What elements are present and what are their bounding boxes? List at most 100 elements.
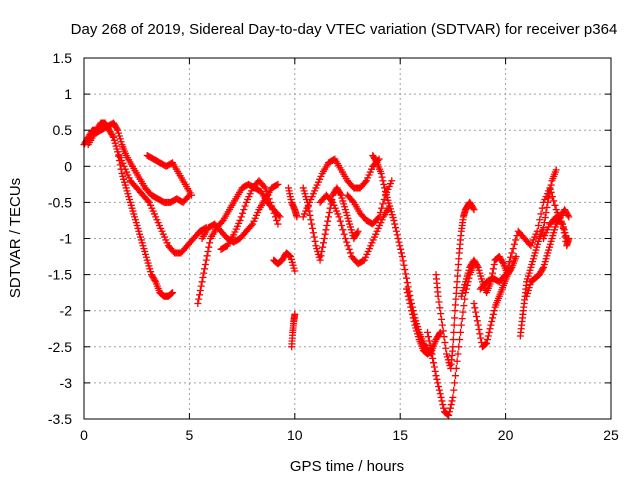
data-points [80,119,573,419]
data-point [275,211,283,219]
y-tick-label: 1 [64,86,72,102]
data-point [482,340,490,348]
data-point [395,238,403,246]
data-point [451,314,459,322]
data-point [512,236,520,244]
data-point [200,269,208,277]
data-point [428,350,436,358]
data-point [440,404,448,412]
data-point [353,229,361,237]
data-point [534,222,542,230]
series-arc7 [217,177,282,253]
data-point [446,404,454,412]
data-point [449,393,457,401]
data-point [345,245,353,253]
data-point [168,289,176,297]
data-point [405,296,413,304]
data-point [424,333,432,341]
data-point [338,222,346,230]
data-point [542,209,550,217]
data-point [306,211,314,219]
series-arc15 [369,151,436,358]
series-arc12 [299,155,383,221]
data-point [336,217,344,225]
data-point [271,213,279,221]
data-point [450,386,458,394]
data-point [424,328,432,336]
data-point [321,230,329,238]
data-point [426,341,434,349]
data-point [456,328,464,336]
data-point [490,307,498,315]
data-point [475,325,483,333]
series-arc18 [432,198,478,372]
data-point [398,253,406,261]
data-point [408,307,416,315]
data-point [547,181,555,189]
data-point [397,249,405,257]
data-point [539,265,547,273]
data-point [450,328,458,336]
y-axis-label: SDTVAR / TECUs [7,178,24,298]
data-point [409,314,417,322]
y-tick-label: 0.5 [53,122,73,138]
data-point [439,327,447,335]
data-point [489,265,497,273]
data-point [273,216,281,224]
data-point [541,214,549,222]
data-point [201,265,209,273]
data-point [508,249,516,257]
data-point [440,333,448,341]
data-point [427,346,435,354]
data-point [399,257,407,265]
data-point [477,334,485,342]
data-point [169,289,177,297]
data-point [433,375,441,383]
data-point [269,206,277,214]
data-point [551,201,559,209]
data-point [340,230,348,238]
data-point [564,211,572,219]
x-axis-label: GPS time / hours [290,458,404,475]
x-tick-label: 15 [392,427,408,443]
data-point [198,278,206,286]
data-point [346,249,354,257]
data-point [470,206,478,214]
data-point [201,260,209,268]
series-arc11 [299,184,362,264]
data-point [270,209,278,217]
series-arc8 [270,249,299,275]
data-point [509,245,517,253]
data-point [449,336,457,344]
data-point [438,315,446,323]
data-point [544,198,552,206]
data-point [325,209,333,217]
series-arc21 [476,184,571,293]
series-arc3 [114,148,210,257]
data-point [377,170,385,178]
data-point [392,224,400,232]
data-point [446,408,454,416]
data-point [447,401,455,409]
data-point [435,330,443,338]
data-point [473,317,481,325]
data-point [286,252,294,260]
data-point [546,185,554,193]
data-point [390,216,398,224]
data-point [341,235,349,242]
data-point [274,180,282,188]
data-point [188,191,196,199]
y-tick-label: -3.5 [48,411,72,427]
data-point [316,256,324,264]
data-point [445,411,453,419]
data-point [374,214,382,222]
data-point [247,222,255,230]
data-point [434,292,442,300]
data-point [327,197,335,205]
data-point [380,180,388,188]
series-arc14 [344,177,396,228]
data-point [319,243,327,251]
data-point [196,291,204,299]
data-point [434,379,442,387]
data-point [437,393,445,401]
